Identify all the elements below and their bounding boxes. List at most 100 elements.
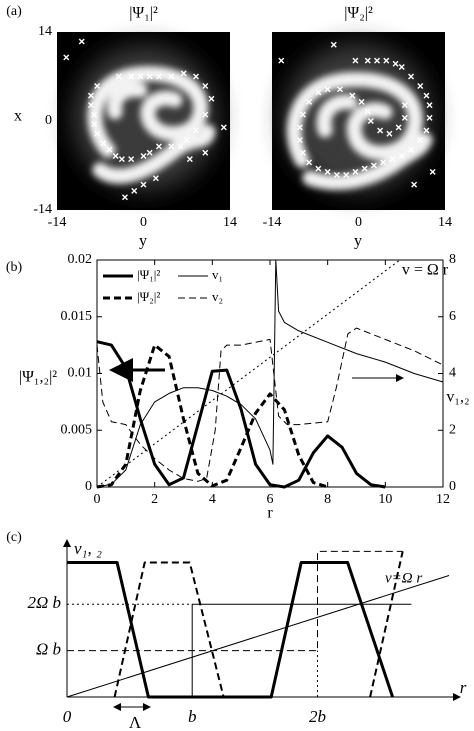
density-pattern [73,46,217,190]
vortex-marker [155,143,162,150]
vortex-marker [306,159,313,166]
vortex-marker [426,114,433,121]
x-tick-label: 0 [94,492,101,507]
x-tick-label: 4 [209,492,216,507]
vortex-marker [121,194,128,201]
vortex-marker [183,137,190,144]
vortex-marker [364,108,371,115]
vortex-marker [152,175,159,182]
series-line [113,551,404,698]
vortex-marker [401,102,408,109]
y-tick-label: -14 [33,202,52,217]
vortex-marker [389,156,396,163]
vortex-marker [352,57,359,64]
series-line [96,327,444,482]
y-tick-label: 2Ω b [27,593,61,612]
vortex-marker [146,73,153,80]
y-tick-label: 0.005 [61,422,93,437]
x-tick-label: 14 [438,215,452,230]
vortex-marker [426,102,433,109]
vortex-marker [299,149,306,156]
y2-tick-label: 8 [449,252,456,267]
vortex-marker [395,124,402,131]
annotation: v = Ω r [402,262,449,279]
y-tick-label: 14 [38,24,52,39]
y-tick-label: Ω b [36,640,61,659]
vortex-marker [193,127,200,134]
x-tick-label: 8 [324,492,331,507]
series-line [66,575,450,698]
y-tick-label: 0 [85,479,92,494]
x-tick-label: 0 [63,707,72,726]
legend-label: v₁ [212,267,223,282]
vortex-marker [370,162,377,169]
vortex-marker [358,98,365,105]
y-tick-label: 0 [45,113,52,128]
y2-tick-label: 0 [449,479,456,494]
x-tick-label: -14 [48,215,67,230]
vortex-marker [423,127,430,134]
vortex-marker [186,156,193,163]
vortex-marker [296,137,303,144]
vortex-marker [315,165,322,172]
vortex-marker [296,124,303,131]
y-axis-label: |Ψ₁,₂|² [19,369,57,386]
vortex-marker [330,41,337,48]
vortex-marker [408,73,415,80]
vortex-marker [94,130,101,137]
annotation: v=Ω r [385,570,422,586]
vortex-marker [177,143,184,150]
vortex-marker [202,149,209,156]
y-tick-label: 0.01 [68,366,93,381]
series-line [96,259,444,488]
vortex-marker [112,152,119,159]
vortex-marker [155,73,162,80]
vortex-marker [278,57,285,64]
width-label: Λ [129,713,142,731]
vortex-marker [94,83,101,90]
x-axis-label: y [354,233,362,250]
x-tick-label: 0 [355,215,362,230]
y-tick-label: 0.02 [68,252,93,267]
vortex-marker [423,92,430,99]
vortex-marker [63,54,70,61]
vortex-marker [333,172,340,179]
vortex-marker [398,152,405,159]
vortex-marker [417,83,424,90]
legend-label: |Ψ₂|² [137,289,160,304]
y-tick-label: 0.015 [61,309,93,324]
vortex-marker [180,70,187,77]
series-line [67,603,318,697]
vortex-marker [349,92,356,99]
vortex-marker [118,156,125,163]
vortex-marker [168,143,175,150]
x-tick-label: 2 [151,492,158,507]
vortex-marker [299,111,306,118]
vortex-marker [131,187,138,194]
x-tick-label: 0 [140,215,147,230]
y2-tick-label: 2 [449,422,456,437]
vortex-marker [137,73,144,80]
vortex-marker [336,86,343,93]
legend-label: v₂ [212,289,223,304]
density-pattern [284,44,433,192]
vortex-marker [128,156,135,163]
vortex-marker [220,124,227,131]
vortex-marker [140,181,147,188]
x-axis-label: y [139,233,147,250]
vortex-marker [78,38,85,45]
x-tick-label: 6 [267,492,274,507]
vortex-marker [128,73,135,80]
vortex-marker [398,63,405,70]
series-line [96,340,386,489]
vortex-marker [306,98,313,105]
panel-label: (c) [6,530,22,545]
x-tick-label: b [188,707,197,726]
x-tick-label: 12 [436,492,450,507]
vortex-marker [392,60,399,67]
x-tick-label: 2b [309,707,326,726]
vortex-marker [87,92,94,99]
vortex-marker [367,118,374,124]
vortex-marker [411,181,418,188]
legend-label: |Ψ₁|² [137,267,160,282]
